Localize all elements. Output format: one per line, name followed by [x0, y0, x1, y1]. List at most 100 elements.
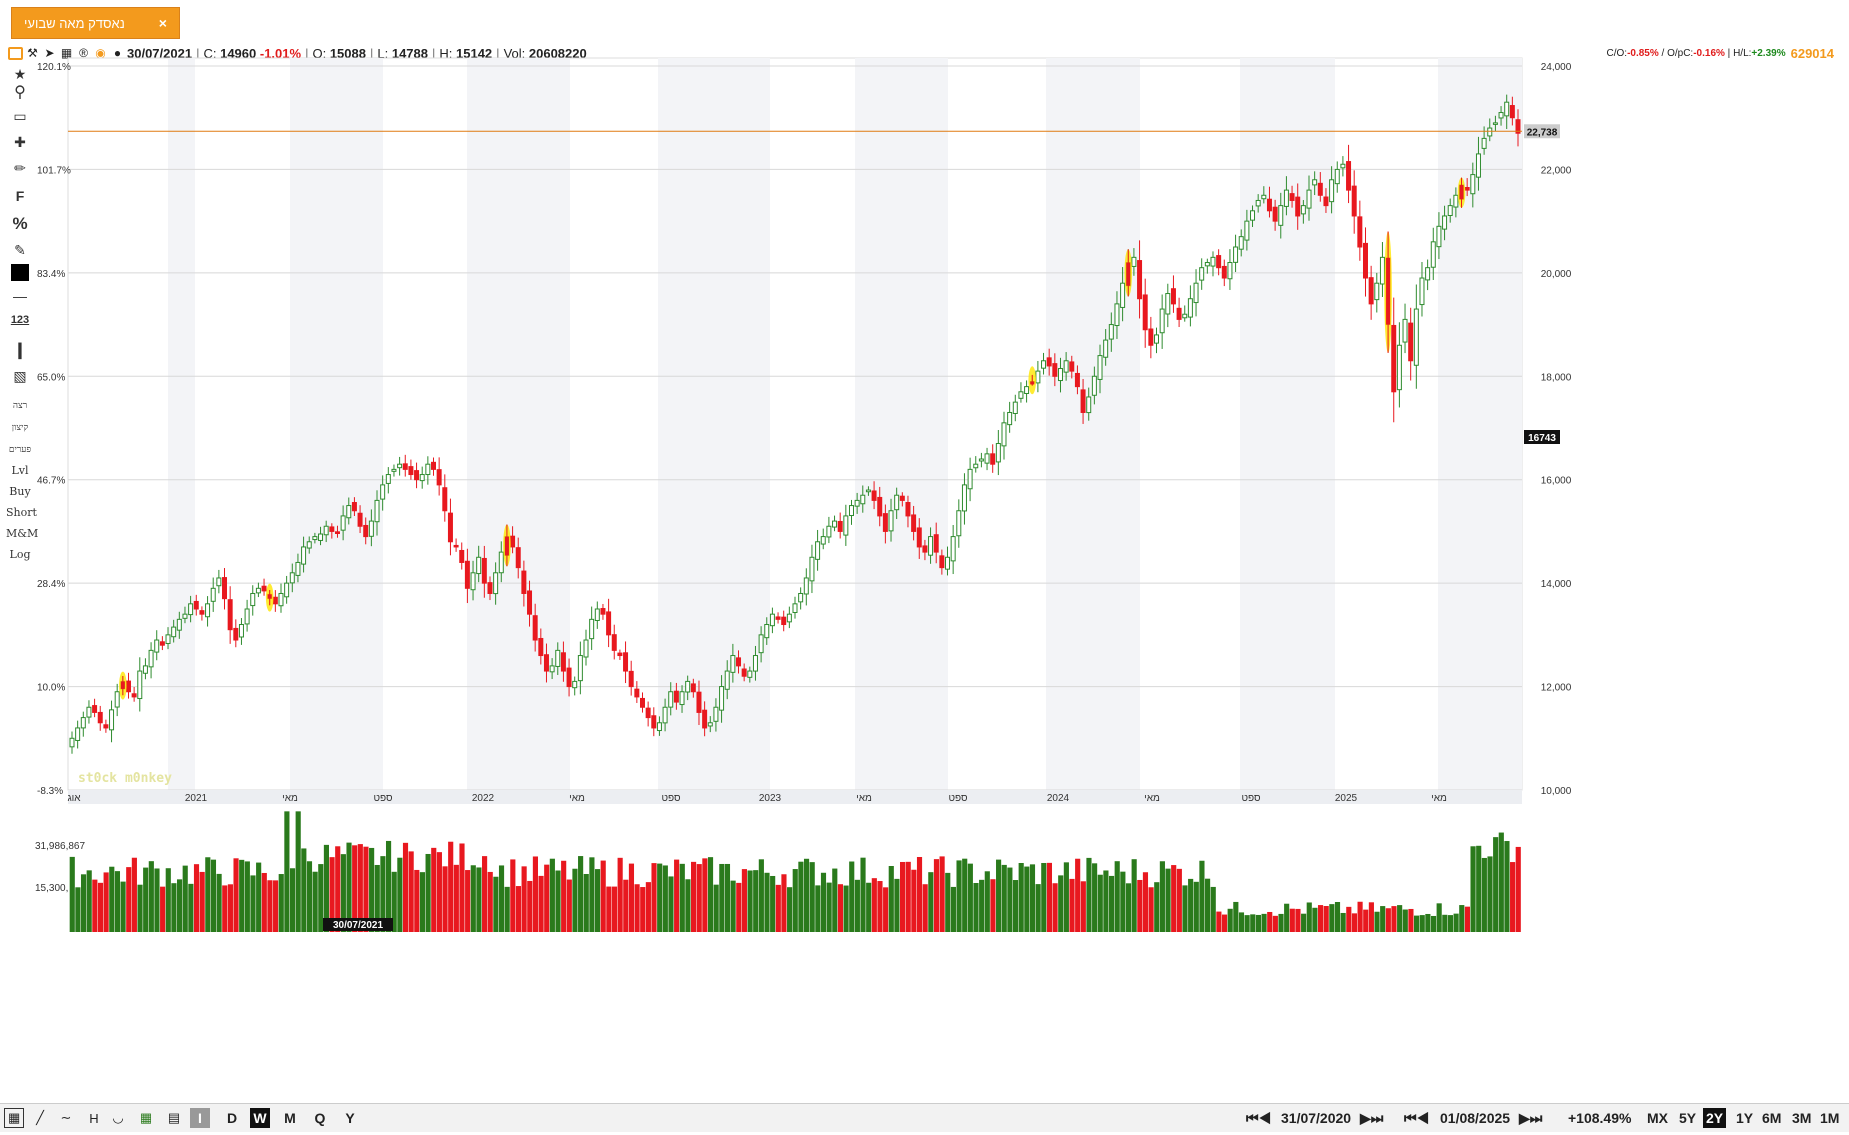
- percent-tick: 83.4%: [37, 269, 65, 280]
- volume-bar: [950, 886, 956, 932]
- candle-body: [447, 512, 453, 543]
- range-start-nav[interactable]: ⏮◀: [1246, 1109, 1272, 1126]
- candle-style-icon[interactable]: ▧: [13, 368, 27, 384]
- range-end-date[interactable]: 01/08/2025: [1440, 1110, 1511, 1126]
- volume-bar: [1442, 914, 1448, 932]
- save-icon[interactable]: ▤: [167, 1110, 181, 1125]
- volume-bar: [448, 841, 454, 932]
- line-width-icon[interactable]: —: [13, 288, 27, 304]
- candle-body: [1001, 422, 1007, 447]
- volume-bar: [775, 884, 781, 932]
- candle-body: [1509, 105, 1515, 119]
- candle-body: [702, 709, 708, 729]
- percent-icon[interactable]: %: [12, 214, 28, 233]
- interval-q[interactable]: Q: [314, 1110, 326, 1126]
- volume-bar: [1261, 913, 1267, 932]
- tool-text-6[interactable]: M&M: [6, 527, 39, 540]
- candle-body: [639, 697, 645, 708]
- star-icon[interactable]: ★: [13, 66, 27, 82]
- volume-bar: [939, 856, 945, 932]
- volume-bar: [555, 870, 561, 932]
- close-icon[interactable]: ×: [158, 15, 167, 31]
- interval-y[interactable]: Y: [345, 1110, 355, 1126]
- candle-body: [933, 534, 939, 553]
- last-marker-label: 16743: [1528, 433, 1556, 444]
- candle-body: [786, 613, 792, 623]
- candle-body: [442, 487, 448, 512]
- price-chart[interactable]: 24,000 22,000 20,000 18,000 16,000 14,000 12,0…: [0, 0, 1849, 1103]
- share-icon[interactable]: ➤: [44, 45, 55, 60]
- range-1m[interactable]: 1M: [1820, 1110, 1840, 1126]
- color-bars-icon[interactable]: ▦: [139, 1110, 153, 1125]
- edit-icon[interactable]: ✎: [14, 242, 26, 258]
- range-2y[interactable]: 2Y: [1703, 1108, 1727, 1128]
- big-value: 629014: [1790, 46, 1834, 61]
- interval-i[interactable]: I: [190, 1108, 210, 1128]
- eraser-icon[interactable]: ▭: [13, 108, 27, 124]
- range-1y[interactable]: 1Y: [1736, 1110, 1754, 1126]
- x-tick: ספט: [661, 793, 681, 804]
- candle-body: [340, 515, 346, 531]
- volume-bar: [261, 872, 267, 932]
- opc-value: -0.16%: [1693, 48, 1725, 59]
- candle-body: [408, 466, 414, 476]
- range-start-forward[interactable]: ▶⏭: [1360, 1109, 1384, 1126]
- vertical-line-icon[interactable]: ❙: [13, 342, 27, 359]
- candle-body: [1108, 324, 1114, 340]
- candle-body: [1300, 205, 1306, 215]
- candle-body: [1386, 257, 1391, 325]
- chart-tab[interactable]: נאסדק מאה שבועי ×: [11, 7, 180, 39]
- volume-bar: [549, 858, 555, 932]
- candle-body: [368, 520, 374, 537]
- candle-body: [1120, 282, 1126, 308]
- tool-text-0[interactable]: רצה: [12, 401, 28, 411]
- comment-icon[interactable]: ●: [113, 45, 122, 60]
- candle-body: [86, 706, 92, 718]
- fibonacci-icon[interactable]: F: [15, 188, 25, 204]
- tool-text-2[interactable]: פערים: [8, 445, 32, 455]
- tool-text-5[interactable]: Short: [6, 506, 37, 519]
- tool-text-3[interactable]: Lvl: [11, 464, 29, 477]
- volume-bar: [408, 851, 414, 932]
- interval-w[interactable]: W: [250, 1108, 270, 1128]
- interval-m[interactable]: M: [284, 1110, 296, 1126]
- color-square-icon[interactable]: [6, 264, 34, 284]
- area-icon[interactable]: ◡: [112, 1110, 124, 1125]
- window-icon[interactable]: [8, 46, 23, 60]
- hl-value: +2.39%: [1751, 48, 1786, 59]
- search-icon[interactable]: ⚲: [14, 84, 26, 101]
- volume-bar: [572, 868, 578, 932]
- interval-d[interactable]: D: [226, 1110, 238, 1126]
- line-chart-icon[interactable]: ∼: [60, 1110, 72, 1125]
- numbers-icon[interactable]: 123: [10, 314, 30, 326]
- hline-label-bg: [1524, 124, 1560, 139]
- candle-body: [549, 665, 555, 673]
- volume-bar: [1408, 908, 1414, 932]
- range-end-nav[interactable]: ⏮◀: [1404, 1109, 1430, 1126]
- tool-text-4[interactable]: Buy: [9, 485, 31, 498]
- excel-icon[interactable]: ▦: [60, 45, 73, 60]
- registered-icon[interactable]: ®: [79, 45, 88, 60]
- crosshair-icon[interactable]: ✚: [14, 134, 26, 150]
- candle-body: [1221, 265, 1227, 279]
- target-icon[interactable]: ◉: [95, 45, 106, 60]
- tool-text-7[interactable]: Log: [9, 548, 31, 561]
- volume-bar: [210, 859, 217, 932]
- candle-body: [436, 469, 442, 486]
- volume-bar: [1340, 912, 1346, 932]
- volume-bar: [1447, 915, 1454, 932]
- range-3m[interactable]: 3M: [1792, 1110, 1812, 1126]
- candles-icon[interactable]: ▦: [4, 1108, 25, 1128]
- range-start-date[interactable]: 31/07/2020: [1281, 1110, 1352, 1126]
- range-end-forward[interactable]: ▶⏭: [1519, 1109, 1543, 1126]
- range-6m[interactable]: 6M: [1762, 1110, 1782, 1126]
- bars-icon[interactable]: ╱: [36, 1110, 44, 1125]
- tool-text-1[interactable]: קיצון: [11, 423, 29, 433]
- hlc-icon[interactable]: H: [89, 1110, 99, 1126]
- range-mx[interactable]: MX: [1647, 1110, 1668, 1126]
- range-5y[interactable]: 5Y: [1679, 1110, 1697, 1126]
- volume-bar: [713, 884, 719, 932]
- wrench-icon[interactable]: ⚒: [27, 45, 38, 60]
- pencil-icon[interactable]: ✏: [14, 160, 26, 176]
- candle-body: [1126, 262, 1131, 286]
